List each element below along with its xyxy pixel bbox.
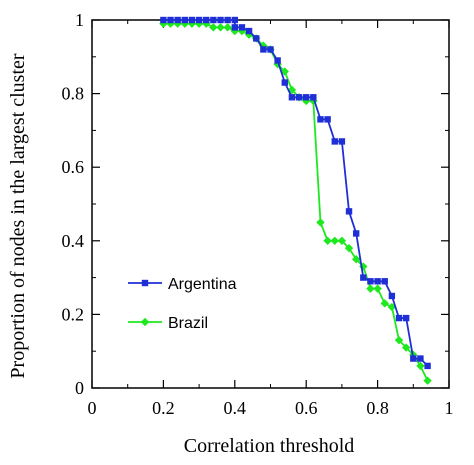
y-tick-label: 0.2 xyxy=(62,304,85,324)
data-point xyxy=(374,278,381,285)
data-point xyxy=(331,138,338,145)
series-line-argentina xyxy=(163,19,429,367)
data-point xyxy=(195,16,203,24)
y-tick-label: 0.4 xyxy=(62,231,85,251)
y-tick-label: 0 xyxy=(75,378,84,398)
data-point xyxy=(416,361,425,371)
legend-marker xyxy=(140,317,150,327)
x-tick-label: 0.4 xyxy=(224,398,247,418)
data-point xyxy=(253,35,260,42)
data-point xyxy=(260,46,267,53)
data-point xyxy=(316,218,325,227)
data-point xyxy=(373,284,382,293)
data-point xyxy=(360,274,367,281)
data-point xyxy=(209,23,218,32)
data-point xyxy=(338,138,346,145)
y-tick-label: 1 xyxy=(75,10,84,30)
data-point xyxy=(352,230,360,237)
data-point xyxy=(323,236,332,245)
data-point xyxy=(231,24,238,31)
data-point xyxy=(295,94,303,101)
legend-label: Argentina xyxy=(168,276,237,293)
data-point xyxy=(394,335,404,345)
data-point xyxy=(324,116,331,123)
series-argentina xyxy=(160,16,431,370)
data-point xyxy=(424,362,431,370)
x-tick-label: 0.2 xyxy=(152,398,175,418)
data-point xyxy=(160,16,167,24)
data-point xyxy=(351,255,361,264)
data-point xyxy=(417,355,424,362)
data-point xyxy=(337,236,347,245)
legend-item-brazil: Brazil xyxy=(128,315,208,332)
data-point xyxy=(188,16,196,24)
data-point xyxy=(174,16,181,24)
y-tick-label: 0.6 xyxy=(62,157,85,177)
data-point xyxy=(381,278,388,285)
data-point xyxy=(216,23,225,32)
data-point xyxy=(274,57,281,64)
data-point xyxy=(410,355,417,362)
data-point xyxy=(367,278,374,285)
y-axis-label: Proportion of nodes in the largest clust… xyxy=(7,53,29,378)
data-point xyxy=(330,236,339,245)
data-point xyxy=(245,27,253,35)
data-point xyxy=(280,67,289,76)
legend-marker xyxy=(141,279,149,287)
data-point xyxy=(281,79,288,86)
data-point xyxy=(344,243,354,253)
data-point xyxy=(380,299,389,308)
data-point xyxy=(310,94,317,101)
data-point xyxy=(317,116,324,123)
data-point xyxy=(237,26,247,36)
data-point xyxy=(402,314,410,322)
data-point xyxy=(267,46,274,53)
data-point xyxy=(210,16,217,24)
data-point xyxy=(167,16,174,24)
x-axis-label: Correlation threshold xyxy=(184,435,355,457)
data-point xyxy=(395,314,403,322)
data-point xyxy=(223,23,232,32)
x-tick-label: 0.6 xyxy=(295,398,318,418)
data-point xyxy=(288,94,296,101)
x-tick-label: 1 xyxy=(445,398,454,418)
data-point xyxy=(231,16,238,24)
data-point xyxy=(287,85,297,95)
data-point xyxy=(388,292,396,300)
plot-frame xyxy=(91,19,450,389)
data-point xyxy=(217,16,224,24)
y-tick-label: 0.8 xyxy=(62,84,85,104)
data-point xyxy=(224,16,231,24)
x-tick-label: 0.8 xyxy=(366,398,389,418)
data-point xyxy=(423,376,432,385)
data-point xyxy=(345,208,353,215)
data-point xyxy=(203,16,210,24)
data-point xyxy=(303,94,310,101)
data-point xyxy=(401,343,411,352)
data-point xyxy=(366,284,375,293)
data-point xyxy=(238,24,246,31)
data-point xyxy=(181,16,189,24)
legend-label: Brazil xyxy=(168,315,208,332)
x-tick-label: 0 xyxy=(88,398,97,418)
legend-item-argentina: Argentina xyxy=(128,276,237,293)
